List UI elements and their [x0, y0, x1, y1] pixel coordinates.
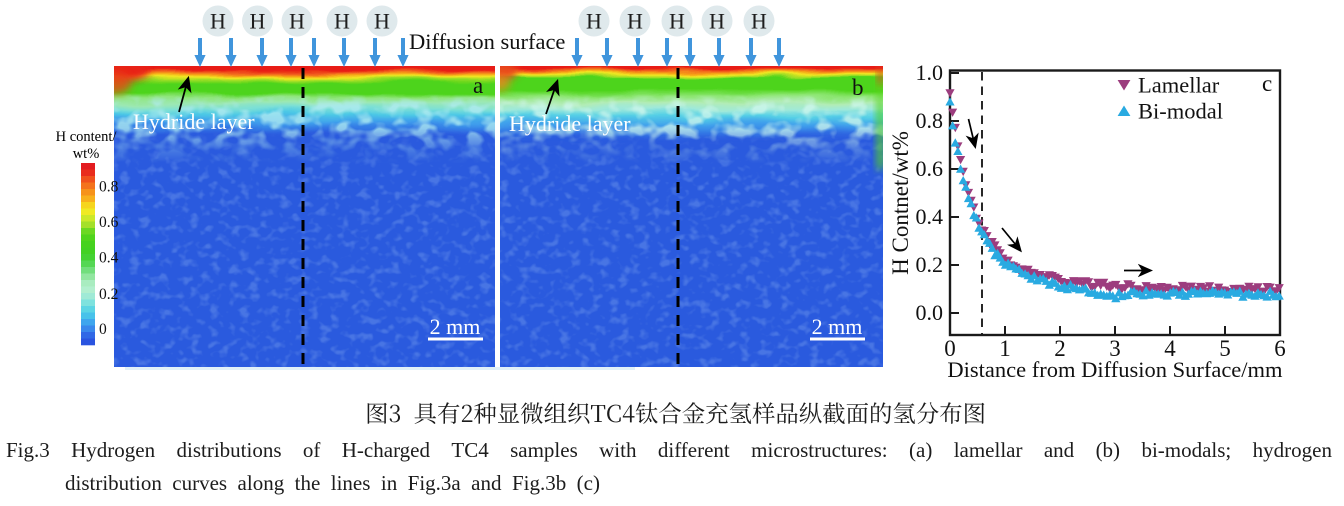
svg-text:a: a	[473, 73, 483, 98]
svg-text:b: b	[852, 75, 864, 100]
svg-text:0.4: 0.4	[99, 250, 119, 267]
svg-text:4: 4	[1164, 336, 1176, 361]
svg-text:H: H	[250, 9, 266, 34]
svg-text:H: H	[627, 9, 643, 34]
svg-text:H Contnet/wt%: H Contnet/wt%	[888, 131, 913, 275]
svg-text:6: 6	[1274, 336, 1286, 361]
svg-text:0.2: 0.2	[99, 286, 118, 303]
svg-text:H: H	[289, 9, 305, 34]
svg-text:Diffusion surface: Diffusion surface	[409, 29, 565, 54]
svg-text:2 mm: 2 mm	[812, 314, 863, 339]
svg-text:H: H	[586, 9, 602, 34]
svg-text:2: 2	[1054, 336, 1066, 361]
svg-text:0.4: 0.4	[916, 204, 944, 229]
svg-text:1: 1	[999, 336, 1011, 361]
svg-text:Hydride layer: Hydride layer	[133, 109, 255, 134]
svg-text:H content/: H content/	[56, 129, 118, 145]
svg-text:0.0: 0.0	[916, 300, 944, 325]
svg-text:0: 0	[99, 321, 107, 338]
svg-text:0.6: 0.6	[916, 156, 944, 181]
svg-text:Lamellar: Lamellar	[1138, 73, 1220, 98]
svg-text:c: c	[1262, 71, 1272, 96]
svg-text:3: 3	[1109, 336, 1121, 361]
svg-text:0.6: 0.6	[99, 214, 119, 231]
svg-text:2 mm: 2 mm	[430, 314, 481, 339]
svg-text:0.8: 0.8	[99, 179, 119, 196]
svg-text:H: H	[751, 9, 767, 34]
svg-text:0: 0	[944, 336, 956, 361]
svg-text:H: H	[210, 9, 226, 34]
svg-text:1.0: 1.0	[916, 60, 944, 85]
svg-text:Distance from Diffusion Surfac: Distance from Diffusion Surface/mm	[947, 357, 1283, 382]
svg-text:H: H	[709, 9, 725, 34]
svg-text:0.2: 0.2	[916, 252, 944, 277]
svg-text:Hydride layer: Hydride layer	[509, 111, 631, 136]
svg-text:H: H	[669, 9, 685, 34]
svg-text:0.8: 0.8	[916, 108, 944, 133]
svg-text:H: H	[374, 9, 390, 34]
svg-text:5: 5	[1219, 336, 1231, 361]
svg-text:wt%: wt%	[73, 146, 100, 162]
svg-text:Bi-modal: Bi-modal	[1138, 99, 1223, 124]
svg-text:H: H	[334, 9, 350, 34]
